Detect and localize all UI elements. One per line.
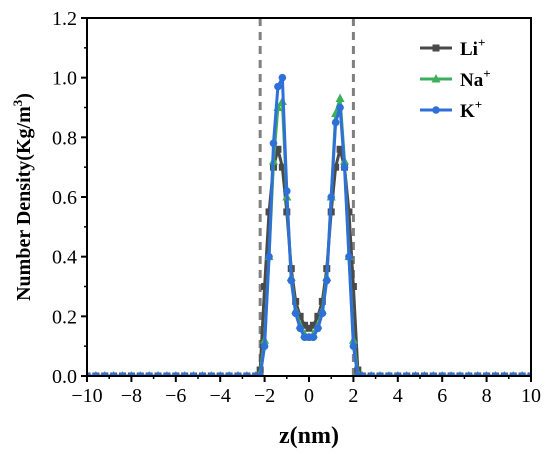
x-axis: −10 −8 −6 −4 −2 0 2 4 6 8 10 [71,376,541,407]
data-point [261,283,269,290]
data-point [296,324,304,333]
data-point [265,208,273,216]
data-point [314,324,322,333]
data-point [260,342,269,350]
data-point [332,163,340,171]
data-point [301,321,309,329]
series-line [87,147,531,376]
data-point [327,193,336,201]
x-tick-label: 2 [348,385,358,407]
data-point [274,145,282,153]
data-point [274,82,282,91]
x-tick-label: 8 [482,385,492,407]
data-point [331,118,340,127]
x-axis-title: z(nm) [279,423,339,449]
x-tick-label: −2 [254,385,275,407]
y-axis-title-main: Number Density(Kg/m [13,106,35,301]
data-point [336,145,344,153]
x-tick-label: −4 [210,385,231,407]
legend-item-na: Na+ [420,66,491,91]
x-tick-label: 0 [304,385,314,407]
legend-label: Na+ [460,66,491,91]
x-tick-label: −10 [71,385,102,407]
data-point [283,187,291,195]
data-point [340,163,349,171]
x-tick-label: −8 [121,385,142,407]
data-point [309,333,318,342]
x-tick-label: −6 [165,385,186,407]
data-point [291,309,300,318]
y-tick-label: 0.6 [52,187,77,209]
y-tick-label: 1.2 [52,8,77,30]
data-point [322,276,331,285]
data-point [345,208,353,216]
legend-label: Li+ [460,35,485,60]
data-point [318,309,327,318]
y-axis-title: Number Density(Kg/m3) [10,93,35,301]
data-point [296,312,304,320]
data-point [349,342,358,350]
data-point [278,73,287,82]
data-point [287,276,296,285]
x-tick-label: 6 [437,385,447,407]
data-point [345,252,353,261]
y-tick-label: 0.0 [52,366,77,388]
series-k [87,73,531,376]
y-axis-title-close: ) [13,93,35,100]
y-tick-label: 0.8 [52,127,77,149]
data-point [278,163,286,171]
series-li [87,145,531,376]
data-point [305,324,313,332]
x-tick-label: 10 [521,385,541,407]
y-tick-label: 1.0 [52,68,77,90]
legend-label: K+ [460,97,482,122]
legend-item-k: K+ [420,97,482,122]
x-tick-label: 4 [393,385,403,407]
y-axis: 0.0 0.2 0.4 0.6 0.8 1.0 1.2 [52,8,87,388]
data-point [349,283,357,290]
series-layer [87,73,531,376]
data-point [314,312,322,320]
data-point [269,139,278,148]
data-point [309,321,317,329]
legend-item-li: Li+ [420,35,485,60]
data-point [336,103,344,112]
y-tick-label: 0.2 [52,306,77,328]
data-point [335,93,345,103]
legend-swatch-marker [432,44,440,52]
legend-swatch-marker [432,106,440,114]
legend: Li+ Na+ K+ [420,35,491,122]
legend-swatch-marker [431,74,441,83]
y-axis-title-sup: 3 [10,99,25,106]
y-tick-label: 0.4 [52,247,77,269]
data-point [265,252,273,261]
